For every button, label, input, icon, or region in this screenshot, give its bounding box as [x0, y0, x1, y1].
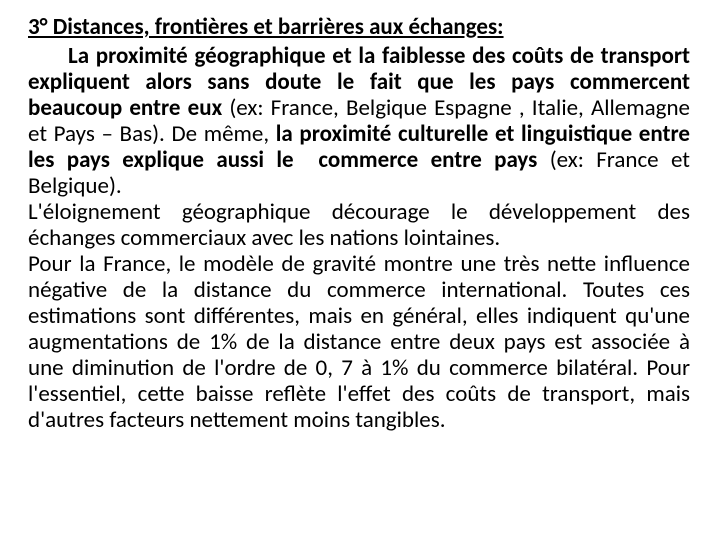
slide-page: 3° Distances, frontières et barrières au… — [0, 0, 720, 540]
body-paragraph: La proximité géographique et la faibless… — [28, 43, 690, 433]
paragraph-3: Pour la France, le modèle de gravité mon… — [28, 250, 695, 434]
paragraph-2: L'éloignement géographique décourage le … — [28, 198, 695, 252]
section-heading: 3° Distances, frontières et barrières au… — [28, 14, 690, 41]
